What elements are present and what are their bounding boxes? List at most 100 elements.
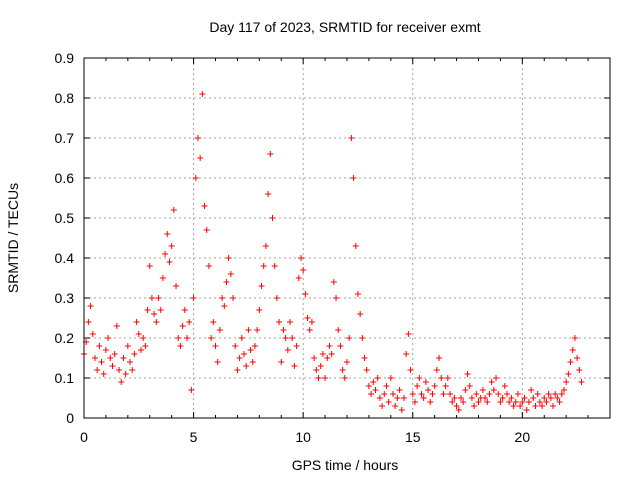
data-point [135, 331, 142, 337]
data-point [337, 343, 344, 349]
y-tick-label: 0.9 [55, 50, 75, 66]
data-point [223, 279, 230, 285]
data-point [124, 343, 131, 349]
data-point [508, 395, 515, 401]
data-point [140, 335, 147, 341]
data-point [365, 383, 372, 389]
data-point [243, 363, 250, 369]
data-point [304, 315, 311, 321]
data-point [429, 391, 436, 397]
data-point [179, 323, 186, 329]
data-point [352, 243, 359, 249]
data-point [267, 151, 274, 157]
data-point [468, 395, 475, 401]
data-point [168, 243, 175, 249]
data-point [175, 335, 182, 341]
data-point [100, 371, 107, 377]
data-point [449, 399, 456, 405]
data-point [400, 395, 407, 401]
data-point [405, 331, 412, 337]
data-point [85, 319, 92, 325]
data-point [131, 351, 138, 357]
data-point [552, 391, 559, 397]
data-point [280, 327, 287, 333]
data-point [271, 263, 278, 269]
data-point [534, 391, 541, 397]
data-point [359, 335, 366, 341]
data-point [447, 391, 454, 397]
data-point [341, 375, 348, 381]
data-point [308, 319, 315, 325]
data-point [166, 259, 173, 265]
data-point [91, 355, 98, 361]
data-point [118, 379, 125, 385]
data-point [530, 395, 537, 401]
data-point [578, 379, 585, 385]
data-point [287, 319, 294, 325]
data-point [411, 399, 418, 405]
data-point [479, 387, 486, 393]
data-point [541, 395, 548, 401]
data-point [330, 279, 337, 285]
data-point [482, 395, 489, 401]
data-point [199, 91, 206, 97]
x-tick-label: 15 [405, 429, 421, 445]
grid-lines [84, 58, 610, 418]
data-point [497, 399, 504, 405]
data-point [453, 403, 460, 409]
data-point [256, 307, 263, 313]
data-point [236, 355, 243, 361]
data-point [495, 391, 502, 397]
y-tick-label: 0.5 [55, 210, 75, 226]
data-point [254, 327, 261, 333]
data-point [370, 379, 377, 385]
data-point [322, 375, 329, 381]
data-point [565, 371, 572, 377]
data-point [177, 343, 184, 349]
data-point [427, 399, 434, 405]
data-point [234, 367, 241, 373]
data-point [501, 383, 508, 389]
data-point [363, 367, 370, 373]
data-point [186, 319, 193, 325]
data-point [89, 331, 96, 337]
data-point [438, 375, 445, 381]
data-point [475, 399, 482, 405]
y-tick-label: 0.1 [55, 370, 75, 386]
data-point [455, 407, 462, 413]
data-point [420, 395, 427, 401]
data-point [390, 391, 397, 397]
data-point [129, 367, 136, 373]
data-point [194, 135, 201, 141]
y-tick-labels: 0 0.1 0.2 0.3 0.4 0.5 0.6 0.7 0.8 0.9 [55, 50, 75, 426]
chart-title: Day 117 of 2023, SRMTID for receiver exm… [209, 19, 480, 35]
data-point [569, 347, 576, 353]
data-point [197, 155, 204, 161]
data-point [116, 367, 123, 373]
data-point [361, 355, 368, 361]
data-point [94, 367, 101, 373]
data-point [328, 351, 335, 357]
data-point [433, 367, 440, 373]
data-point [188, 387, 195, 393]
data-point [238, 335, 245, 341]
x-tick-label: 20 [515, 429, 531, 445]
data-point [398, 407, 405, 413]
data-points [81, 91, 585, 413]
data-point [120, 355, 127, 361]
y-tick-label: 0.8 [55, 90, 75, 106]
data-point [225, 255, 232, 261]
data-point [385, 399, 392, 405]
data-point [262, 243, 269, 249]
data-point [418, 391, 425, 397]
data-point [536, 399, 543, 405]
data-point [293, 343, 300, 349]
data-point [319, 351, 326, 357]
data-point [484, 399, 491, 405]
data-point [291, 363, 298, 369]
data-point [344, 359, 350, 365]
data-point [173, 283, 180, 289]
data-point [162, 251, 169, 257]
data-point [543, 399, 550, 405]
data-point [357, 311, 364, 317]
